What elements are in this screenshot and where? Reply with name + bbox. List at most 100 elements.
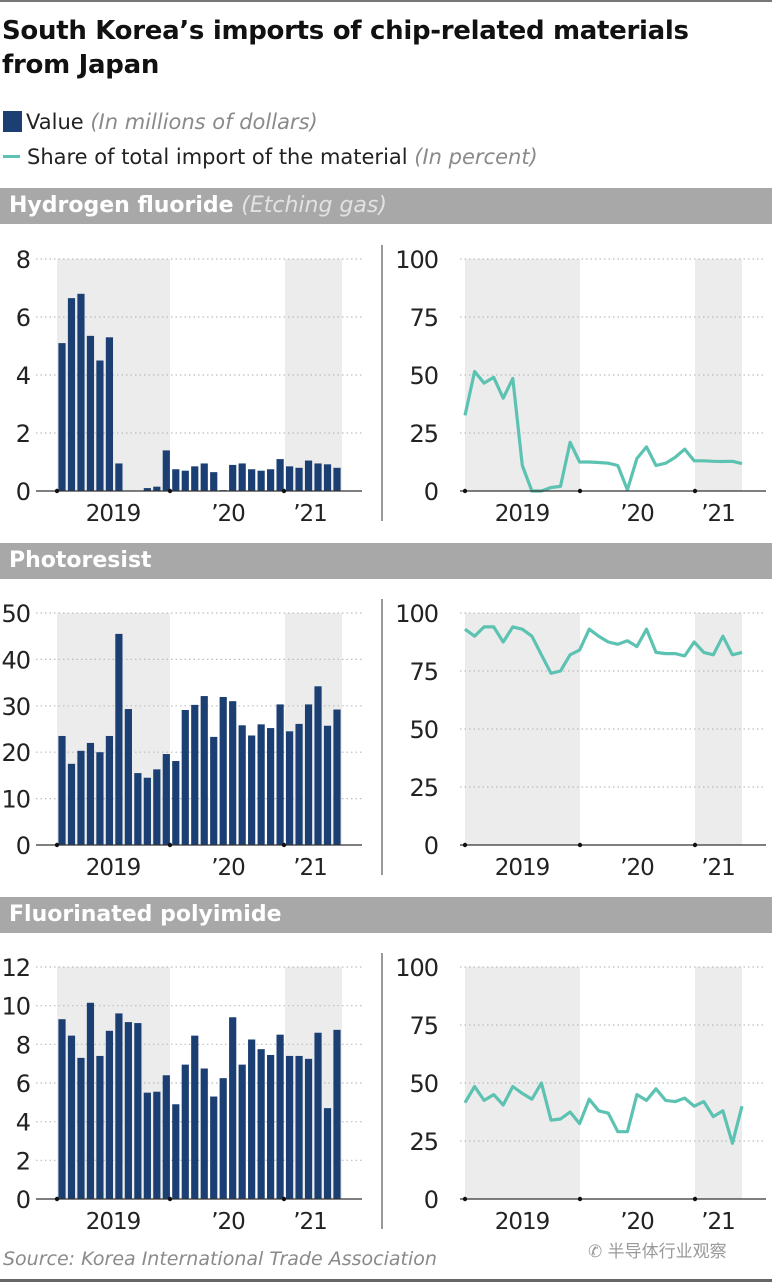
year-tick (692, 1196, 698, 1202)
bar (115, 633, 123, 845)
bar (58, 735, 66, 845)
bar (105, 735, 114, 845)
year-tick (281, 842, 287, 848)
bar (105, 337, 114, 491)
shade-2019 (465, 259, 580, 491)
bar (143, 777, 151, 845)
bar (134, 773, 142, 845)
y-tick-label: 8 (16, 1031, 30, 1059)
x-tick-label: ’20 (620, 855, 654, 881)
bar (267, 469, 275, 491)
bar (285, 1055, 294, 1199)
year-tick (577, 1196, 583, 1202)
y-tick-label: 25 (409, 420, 438, 448)
bar (285, 466, 294, 491)
bar (323, 725, 332, 845)
chart-line-2: 0 25 50 75 100 2019 ’20 ’21 (395, 600, 766, 881)
bar (248, 735, 256, 845)
section-name: Photoresist (9, 548, 152, 573)
bar (200, 696, 208, 845)
bar (67, 763, 76, 845)
y-tick-label: 20 (1, 739, 30, 767)
shade-2021 (695, 259, 742, 491)
bar (267, 728, 275, 845)
bar (238, 725, 246, 845)
chart-line-1: 0 25 50 75 100 2019 ’20 ’21 (395, 246, 766, 527)
bar (333, 467, 341, 491)
legend-value-label: Value (26, 110, 84, 134)
bar (77, 750, 85, 845)
y-tick-label: 30 (1, 693, 30, 721)
watermark-text: 半导体行业观察 (607, 1242, 727, 1262)
bar (229, 464, 237, 491)
x-tick-label: 2019 (495, 1209, 550, 1235)
y-tick-label: 6 (16, 304, 30, 332)
top-border (0, 0, 772, 2)
shade-2019 (57, 613, 170, 845)
y-tick-label: 100 (395, 954, 438, 982)
bar (323, 1108, 332, 1199)
chart-bar-2: 0 10 20 30 40 50 2019 ’20 ’21 (1, 600, 362, 881)
chart-bar-3: 0 2 4 6 8 10 12 2019 ’20 ’21 (1, 954, 362, 1235)
bar (248, 469, 256, 491)
year-tick (167, 488, 173, 494)
x-tick-label: 2019 (495, 501, 550, 527)
year-tick (577, 842, 583, 848)
bar (58, 1019, 66, 1199)
bar (86, 1002, 95, 1199)
bar (172, 761, 180, 845)
bar (276, 704, 284, 845)
bar (276, 459, 284, 491)
y-tick-label: 0 (424, 832, 438, 860)
x-tick-label: ’21 (293, 501, 327, 527)
y-tick-label: 6 (16, 1070, 30, 1098)
bar (304, 704, 313, 845)
bar (172, 469, 180, 491)
y-tick-label: 50 (409, 716, 438, 744)
y-tick-label: 75 (409, 658, 438, 686)
bar (191, 1035, 199, 1199)
bar (257, 470, 265, 491)
section-header-hydrogen-fluoride: Hydrogen fluoride (Etching gas) (0, 188, 772, 224)
y-tick-label: 0 (16, 1186, 30, 1214)
share-line (463, 1081, 744, 1145)
y-tick-label: 0 (16, 478, 30, 506)
year-tick (167, 1196, 173, 1202)
legend-bar-swatch (3, 111, 22, 132)
year-tick (462, 842, 468, 848)
y-tick-label: 75 (409, 304, 438, 332)
share-line (464, 625, 743, 675)
bar (105, 1030, 114, 1199)
y-tick-label: 12 (1, 954, 30, 982)
x-tick-label: ’21 (701, 501, 735, 527)
shade-2019 (465, 967, 580, 1199)
legend-value: Value (In millions of dollars) (3, 108, 318, 136)
year-tick (692, 488, 698, 494)
year-tick (462, 488, 468, 494)
year-tick (692, 842, 698, 848)
bar (267, 1054, 275, 1199)
bar (58, 343, 66, 491)
share-line (463, 369, 743, 493)
legend-value-unit: (In millions of dollars) (90, 110, 318, 134)
x-tick-label: ’20 (620, 1209, 654, 1235)
bar (295, 1055, 303, 1199)
bar (304, 460, 313, 491)
year-tick (281, 1196, 287, 1202)
bar (96, 360, 104, 491)
x-tick-label: ’20 (211, 1209, 245, 1235)
shade-2021 (695, 967, 742, 1199)
bar (314, 686, 322, 845)
y-tick-label: 0 (424, 478, 438, 506)
y-tick-label: 50 (409, 362, 438, 390)
bar (333, 709, 341, 845)
y-tick-label: 25 (409, 774, 438, 802)
y-tick-label: 40 (1, 646, 30, 674)
bar (124, 1022, 132, 1199)
year-tick (54, 488, 60, 494)
bar (323, 464, 332, 491)
wechat-icon: ✆ (588, 1242, 608, 1262)
bar (86, 742, 95, 845)
y-tick-label: 4 (16, 1109, 30, 1137)
